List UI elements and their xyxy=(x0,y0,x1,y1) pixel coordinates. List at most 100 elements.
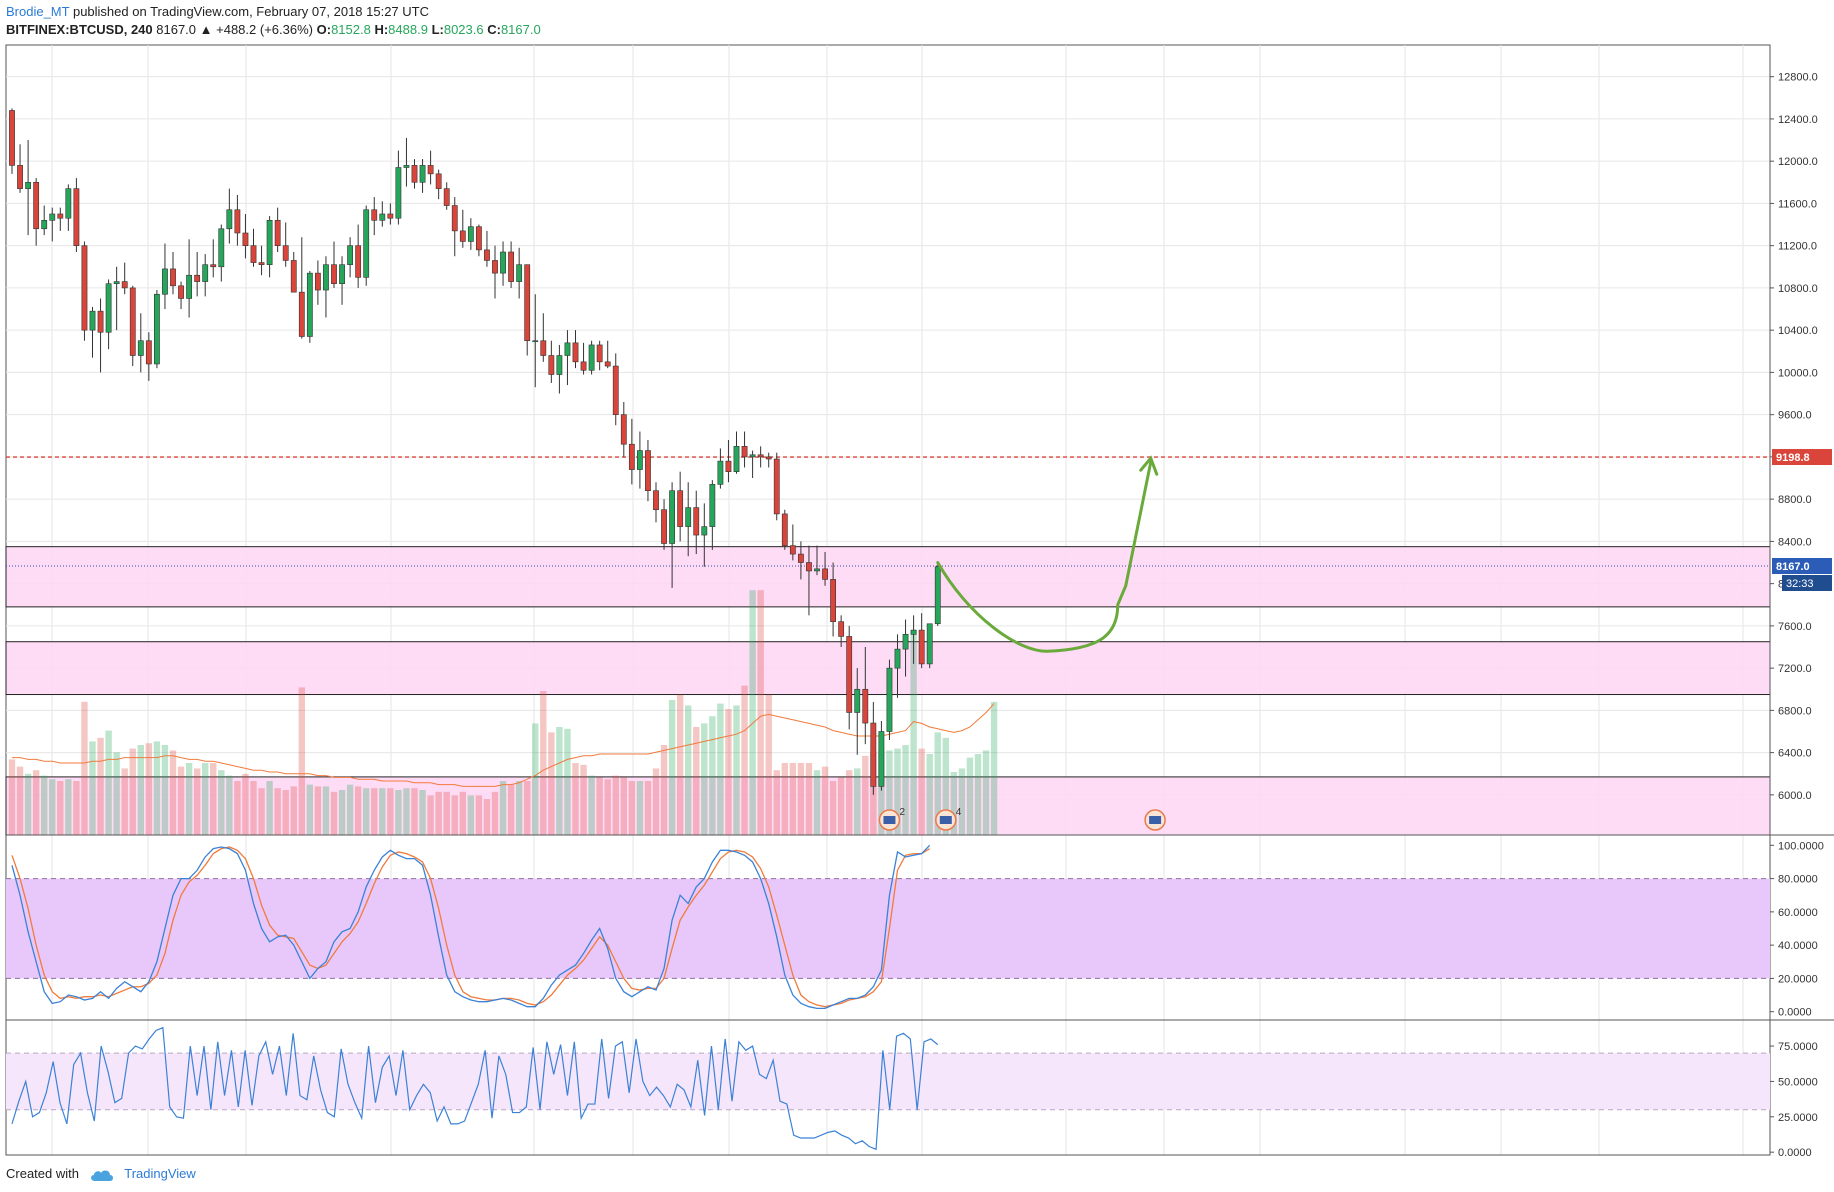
volume-bar xyxy=(387,788,394,835)
event-count-label: 2 xyxy=(899,807,905,818)
candle-body xyxy=(258,262,265,265)
candle-body xyxy=(846,636,853,713)
volume-bar xyxy=(346,784,354,835)
volume-bar xyxy=(685,705,692,835)
chart-canvas[interactable]: 22242629Feb35791214161921232612800.01240… xyxy=(0,0,1834,1160)
candle-body xyxy=(556,355,563,375)
candle-body xyxy=(33,181,40,230)
volume-bar xyxy=(564,728,571,835)
candle-body xyxy=(411,165,418,183)
volume-bar xyxy=(636,781,644,835)
candle-body xyxy=(620,414,627,445)
volume-bar xyxy=(129,748,136,835)
volume-bar xyxy=(419,790,426,835)
candle-body xyxy=(516,264,523,282)
countdown-tag xyxy=(1782,574,1832,591)
candle-body xyxy=(612,365,619,415)
volume-bar xyxy=(314,786,322,835)
volume-bar xyxy=(532,723,539,835)
candle-body xyxy=(210,264,217,268)
candle-body xyxy=(395,167,402,219)
volume-bar xyxy=(660,745,668,835)
published-text: published on TradingView.com, February 0… xyxy=(72,4,429,19)
volume-bar xyxy=(797,763,805,835)
candle-body xyxy=(910,629,917,635)
candle-body xyxy=(121,281,128,289)
volume-bar xyxy=(515,781,523,835)
volume-bar xyxy=(193,768,201,835)
price-tick-label: 8400.0 xyxy=(1778,536,1812,548)
candle-body xyxy=(886,667,893,732)
candle-body xyxy=(113,281,120,284)
candle-body xyxy=(379,213,386,221)
volume-bar xyxy=(862,755,869,835)
candle-body xyxy=(459,230,466,242)
volume-bar xyxy=(588,775,595,835)
candle-body xyxy=(709,484,716,527)
candle-body xyxy=(765,456,772,460)
candle-body xyxy=(435,173,442,189)
volume-bar xyxy=(354,786,362,835)
price-tick-label: 12000.0 xyxy=(1778,156,1818,168)
volume-bar xyxy=(451,795,458,835)
candle-body xyxy=(677,490,684,527)
projection-arrow xyxy=(936,460,1153,653)
countdown-label: 32:33 xyxy=(1786,578,1814,590)
candle-body xyxy=(250,245,257,263)
candle-body xyxy=(266,220,273,265)
volume-bar xyxy=(886,750,893,835)
author-link[interactable]: Brodie_MT xyxy=(6,4,70,19)
candle-body xyxy=(105,283,112,333)
volume-bar xyxy=(242,773,249,835)
candle-body xyxy=(862,688,869,724)
volume-bar xyxy=(902,745,909,835)
event-flag-icon xyxy=(883,816,896,824)
price-tick-label: 10000.0 xyxy=(1778,367,1818,379)
volume-bar xyxy=(145,743,153,835)
volume-bar xyxy=(652,768,660,835)
publish-line: Brodie_MT published on TradingView.com, … xyxy=(6,4,429,19)
volume-bar xyxy=(395,790,402,835)
candle-body xyxy=(17,165,23,189)
low-label: L: xyxy=(431,22,444,37)
volume-bar xyxy=(153,741,161,835)
candle-body xyxy=(814,568,820,572)
volume-bar xyxy=(805,763,813,835)
stochastic-tick-label: 60.0000 xyxy=(1778,907,1818,919)
volume-bar xyxy=(483,799,491,835)
candle-body xyxy=(870,722,877,787)
candle-body xyxy=(242,232,249,246)
tradingview-link[interactable]: TradingView xyxy=(124,1166,196,1181)
close-value: 8167.0 xyxy=(500,22,541,37)
volume-bar xyxy=(467,795,475,835)
candle-body xyxy=(57,213,64,219)
candle-body xyxy=(339,264,345,284)
volume-bar xyxy=(741,685,748,835)
candle-body xyxy=(636,450,643,470)
price-tick-label: 8800.0 xyxy=(1778,494,1812,506)
volume-bar xyxy=(57,781,64,835)
volume-bar xyxy=(363,788,370,835)
candle-body xyxy=(129,287,136,356)
candle-body xyxy=(733,446,740,472)
volume-bar xyxy=(298,687,305,835)
candle-body xyxy=(532,340,539,343)
volume-bar xyxy=(950,772,958,835)
volume-bar xyxy=(330,791,338,835)
price-tick-label: 10800.0 xyxy=(1778,283,1818,295)
candle-body xyxy=(162,268,168,295)
price-tick-label: 12400.0 xyxy=(1778,114,1818,126)
volume-bar xyxy=(97,737,104,835)
volume-bar xyxy=(668,700,676,835)
volume-bar xyxy=(443,791,450,835)
volume-bar xyxy=(966,757,974,835)
open-label: O: xyxy=(316,22,332,37)
candle-body xyxy=(653,490,659,511)
candle-body xyxy=(467,226,474,242)
volume-bar xyxy=(676,694,684,835)
candle-body xyxy=(508,251,514,282)
volume-bar xyxy=(8,759,16,835)
volume-bar xyxy=(24,773,32,835)
change-label: ▲ +488.2 (+6.36%) xyxy=(199,22,313,37)
volume-bar xyxy=(16,766,24,835)
